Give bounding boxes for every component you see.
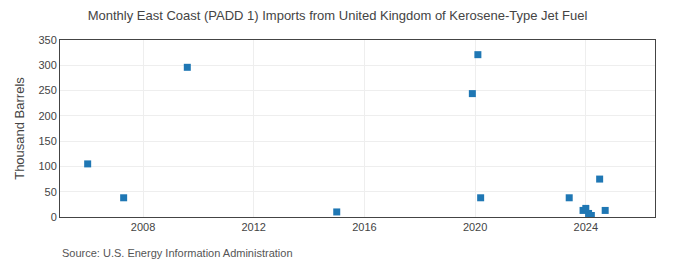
svg-text:2024: 2024 xyxy=(574,221,598,233)
svg-text:300: 300 xyxy=(38,59,56,71)
svg-text:2008: 2008 xyxy=(131,221,155,233)
svg-text:2020: 2020 xyxy=(463,221,487,233)
svg-text:50: 50 xyxy=(45,186,57,198)
svg-text:250: 250 xyxy=(38,84,56,96)
svg-text:2012: 2012 xyxy=(241,221,265,233)
svg-text:100: 100 xyxy=(38,160,56,172)
svg-text:150: 150 xyxy=(38,135,56,147)
svg-text:0: 0 xyxy=(51,211,57,223)
svg-text:200: 200 xyxy=(38,110,56,122)
svg-text:2016: 2016 xyxy=(352,221,376,233)
svg-text:350: 350 xyxy=(38,34,56,46)
svg-text:Monthly East Coast (PADD 1) Im: Monthly East Coast (PADD 1) Imports from… xyxy=(88,8,588,23)
svg-text:Source: U.S. Energy Informatio: Source: U.S. Energy Information Administ… xyxy=(62,247,293,259)
svg-text:Thousand Barrels: Thousand Barrels xyxy=(12,77,27,180)
